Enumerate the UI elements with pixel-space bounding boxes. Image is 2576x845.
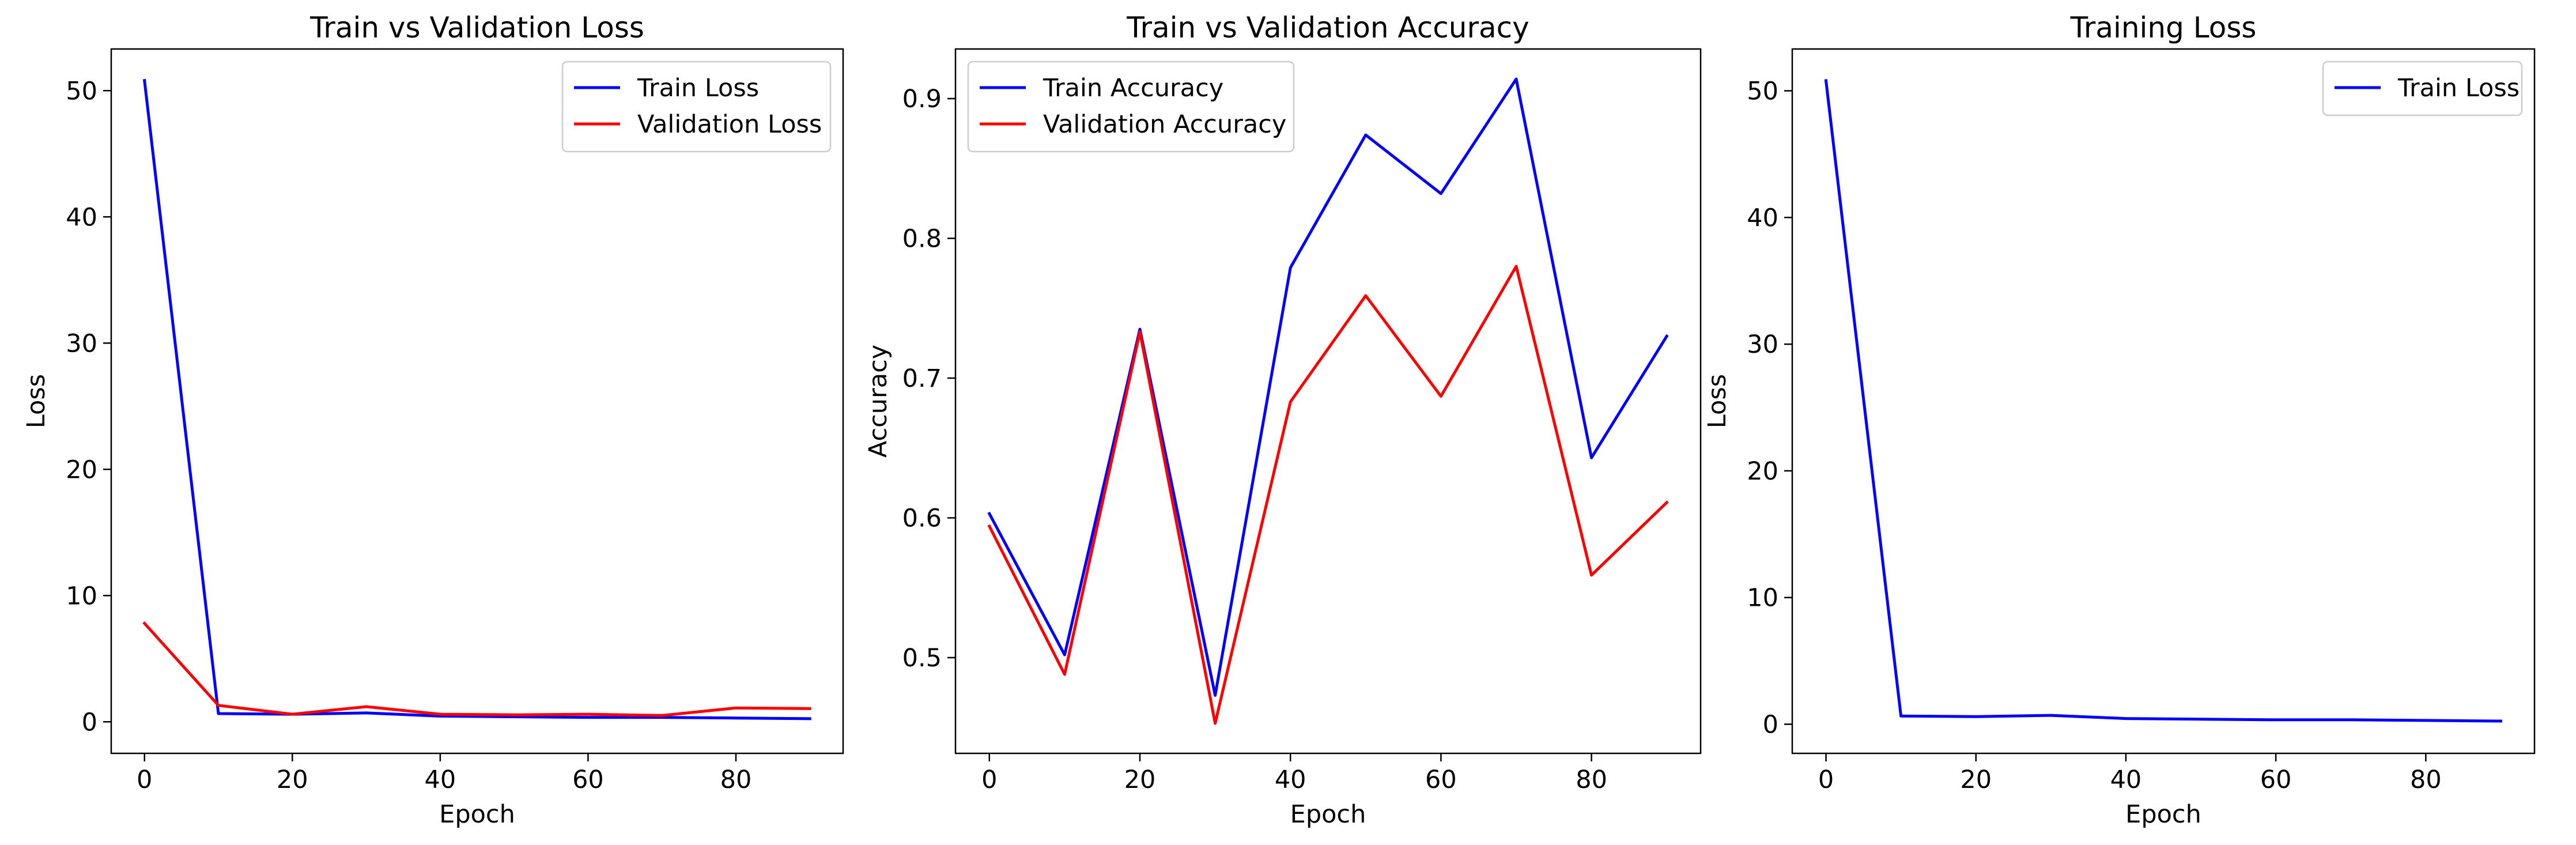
x-axis-label: Epoch — [2125, 800, 2201, 829]
x-tick-label: 0 — [137, 765, 152, 794]
x-tick-label: 80 — [720, 765, 752, 794]
chart-panel-3: 0 20 40 60 80 0 10 20 30 40 50 Training Loss Epoch Lo… — [1703, 11, 2536, 829]
legend-label: Train Loss — [637, 74, 759, 103]
y-tick-label: 0.5 — [902, 644, 942, 673]
y-tick-label: 0 — [1763, 710, 1778, 739]
y-tick-label: 30 — [66, 329, 97, 358]
y-tick-label: 40 — [66, 203, 97, 232]
legend-box — [561, 61, 832, 153]
y-tick-label: 0.9 — [902, 85, 942, 114]
legend-label: Validation Loss — [637, 110, 822, 139]
chart-panel-1: 0 20 40 60 80 0 10 20 30 40 50 Train vs Validation … — [22, 11, 844, 829]
y-tick-label: 0 — [82, 708, 97, 737]
x-tick-label: 80 — [2410, 765, 2442, 794]
x-axis-label: Epoch — [1290, 800, 1366, 829]
y-tick-label: 20 — [66, 455, 97, 484]
axes-frame — [1791, 48, 2536, 755]
x-tick-label: 20 — [1124, 765, 1156, 794]
chart-title: Train vs Validation Accuracy — [1126, 11, 1529, 44]
x-tick-label: 0 — [1818, 765, 1834, 794]
series-line-1 — [987, 77, 1669, 697]
legend-label: Train Loss — [2397, 74, 2520, 103]
x-tick-label: 60 — [2260, 765, 2292, 794]
x-tick-label: 20 — [1960, 765, 1992, 794]
chart-title: Training Loss — [2070, 11, 2257, 44]
y-tick-label: 0.8 — [902, 225, 942, 254]
y-tick-label: 40 — [1747, 203, 1778, 232]
x-tick-label: 0 — [981, 765, 997, 794]
legend-box — [967, 61, 1295, 153]
y-tick-label: 20 — [1747, 457, 1778, 486]
series-line-1 — [1824, 79, 2503, 723]
y-tick-label: 0.7 — [902, 364, 942, 393]
series-line-1 — [142, 78, 811, 720]
x-tick-label: 60 — [1425, 765, 1457, 794]
y-tick-label: 0.6 — [902, 504, 942, 533]
legend-label: Validation Accuracy — [1043, 110, 1286, 139]
y-axis-label: Accuracy — [864, 345, 893, 458]
y-tick-label: 30 — [1747, 330, 1778, 359]
y-axis-label: Loss — [22, 374, 51, 428]
x-tick-label: 40 — [424, 765, 456, 794]
y-tick-label: 10 — [66, 582, 97, 610]
x-tick-label: 20 — [277, 765, 308, 794]
legend: Train Accuracy Validation Accuracy — [967, 61, 1295, 153]
legend: Train Loss — [2322, 61, 2523, 116]
x-tick-label: 80 — [1576, 765, 1607, 794]
axes-frame — [110, 48, 844, 755]
series-line-2 — [142, 621, 811, 717]
chart-title: Train vs Validation Loss — [309, 11, 644, 44]
x-axis-label: Epoch — [439, 800, 515, 829]
y-tick-label: 50 — [66, 77, 97, 105]
y-tick-label: 10 — [1747, 584, 1778, 613]
y-tick-label: 50 — [1747, 77, 1778, 106]
legend-box — [2322, 61, 2523, 116]
x-tick-label: 40 — [1275, 765, 1306, 794]
legend-label: Train Accuracy — [1043, 74, 1223, 103]
x-tick-label: 60 — [572, 765, 604, 794]
chart-panel-2: 0 20 40 60 80 0.5 0.6 0.7 0.8 0.9 Train vs Validat… — [864, 11, 1702, 829]
x-tick-label: 40 — [2110, 765, 2142, 794]
series-line-2 — [987, 265, 1669, 725]
y-axis-label: Loss — [1703, 374, 1732, 428]
legend: Train Loss Validation Loss — [561, 61, 832, 153]
axes-frame — [954, 48, 1702, 755]
